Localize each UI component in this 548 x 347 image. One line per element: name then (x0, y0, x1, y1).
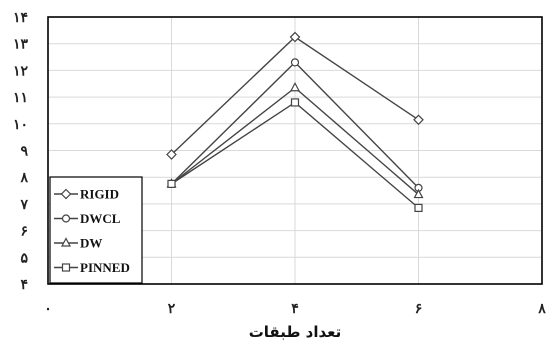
data-point-pinned (290, 98, 300, 107)
legend-marker-triangle (61, 237, 71, 247)
legend-item-dw: DW (54, 236, 102, 251)
data-point-rigid (413, 114, 424, 126)
y-tick-label: ۴ (20, 277, 28, 293)
legend-label: RIGID (80, 187, 119, 202)
legend-item-pinned: PINNED (54, 260, 130, 275)
data-point-pinned (414, 203, 423, 213)
series-rigid (166, 31, 424, 160)
y-tick-label: ۶ (20, 224, 28, 240)
legend-marker-diamond (60, 188, 72, 200)
legend-marker-circle (61, 214, 71, 223)
series-pinned (167, 98, 423, 213)
legend-item-dwcl: DWCL (54, 211, 121, 226)
x-tick-label: ۲ (168, 301, 176, 317)
y-tick-label: ۹ (20, 144, 28, 160)
legend-label: PINNED (80, 260, 130, 275)
legend-item-rigid: RIGID (54, 187, 119, 202)
x-axis-tick-labels: ۰ ۲ ۴ ۶ ۸ (44, 301, 546, 317)
x-tick-label: ۴ (291, 301, 299, 317)
data-point-pinned (167, 179, 176, 188)
y-axis-tick-labels: ۴ ۵ ۶ ۷ ۸ ۹ ۱۰ ۱۱ ۱۲ ۱۳ ۱۴ (13, 10, 29, 293)
y-tick-label: ۱۱ (13, 90, 28, 106)
y-tick-label: ۱۳ (13, 37, 29, 53)
legend-label: DWCL (80, 211, 121, 226)
data-point-dwcl (290, 58, 300, 67)
y-tick-label: ۸ (19, 170, 28, 186)
legend-marker-square (61, 263, 71, 272)
series-group (166, 31, 424, 213)
data-point-rigid (289, 31, 301, 43)
x-tick-label: ۸ (537, 301, 546, 317)
data-point-dw (290, 81, 300, 92)
legend: RIGID DWCL DW PINNED (49, 176, 143, 284)
x-tick-label: ۶ (415, 301, 423, 317)
y-tick-label: ۷ (19, 197, 28, 213)
y-tick-label: ۱۲ (13, 63, 29, 79)
x-axis-title: تعداد طبقات (249, 323, 342, 341)
x-tick-label: ۰ (44, 301, 52, 317)
data-point-dw (413, 188, 424, 199)
plot-area-border (47, 16, 543, 285)
legend-label: DW (80, 236, 102, 251)
y-tick-label: ۱۰ (13, 117, 28, 133)
data-point-rigid (166, 149, 177, 160)
y-tick-label: ۱۴ (13, 10, 28, 26)
y-tick-label: ۵ (20, 250, 28, 266)
